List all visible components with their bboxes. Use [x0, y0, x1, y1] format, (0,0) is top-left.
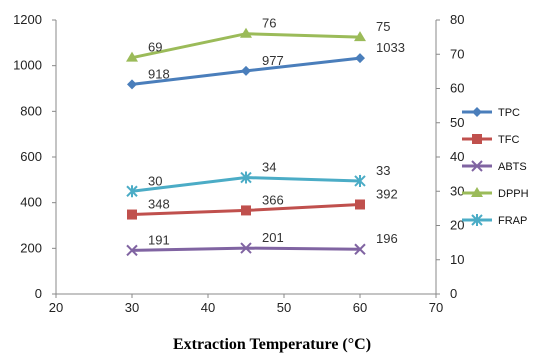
y-right-tick-label: 20 [450, 218, 464, 233]
y-left-tick-label: 1200 [13, 12, 42, 27]
legend-marker-tfc [472, 134, 482, 144]
y-right-tick-label: 80 [450, 12, 464, 27]
x-tick-label: 60 [353, 300, 367, 315]
legend-label-tfc: TFC [498, 134, 519, 146]
y-left-tick-label: 0 [35, 286, 42, 301]
legend-label-abts: ABTS [498, 161, 527, 173]
legend-marker-dpph [471, 187, 483, 197]
y-right-tick-label: 70 [450, 46, 464, 61]
data-label-abts: 196 [376, 231, 398, 246]
y-right-tick-label: 40 [450, 149, 464, 164]
data-label-tpc: 977 [262, 53, 284, 68]
data-point-tfc [127, 209, 137, 220]
data-label-tfc: 392 [376, 186, 398, 201]
x-tick-label: 40 [201, 300, 215, 315]
data-point-dpph [354, 31, 366, 42]
x-tick-label: 50 [277, 300, 291, 315]
legend-label-frap: FRAP [498, 215, 527, 227]
series-layer: 918 977 1033 348 366 392 191 201 196 69 76 75 30 34 33 [126, 16, 405, 257]
x-tick-label: 70 [429, 300, 443, 315]
legend-item-tpc: TPC [462, 107, 520, 119]
x-tick-label: 20 [49, 300, 63, 315]
legend-item-tfc: TFC [462, 134, 519, 146]
data-label-tfc: 348 [148, 197, 170, 212]
series-abts: 191 201 196 [126, 230, 398, 257]
y-left-tick-label: 1000 [13, 58, 42, 73]
data-point-frap [240, 171, 252, 184]
x-axis-label: Extraction Temperature (°C) [173, 336, 371, 353]
data-label-dpph: 75 [376, 19, 390, 34]
x-tick-label: 30 [125, 300, 139, 315]
series-dpph: 69 76 75 [126, 16, 390, 62]
legend-item-frap: FRAP [462, 214, 527, 227]
series-tfc: 348 366 392 [127, 186, 398, 220]
data-point-tfc [241, 205, 251, 216]
data-point-tpc [127, 79, 137, 90]
data-point-tpc [241, 65, 251, 76]
data-point-frap [354, 174, 366, 187]
data-point-tpc [355, 53, 365, 64]
data-label-dpph: 69 [148, 40, 162, 55]
y-right-tick-label: 10 [450, 252, 464, 267]
legend-label-dpph: DPPH [498, 188, 529, 200]
series-frap: 30 34 33 [126, 160, 390, 198]
data-label-frap: 33 [376, 163, 390, 178]
data-label-frap: 34 [262, 160, 276, 175]
y-right-tick-label: 0 [450, 286, 457, 301]
data-point-frap [126, 185, 138, 198]
data-label-abts: 201 [262, 230, 284, 245]
data-point-dpph [126, 51, 138, 62]
data-label-tpc: 1033 [376, 40, 405, 55]
data-point-abts [354, 243, 366, 255]
y-left-tick-label: 200 [20, 240, 42, 255]
data-point-abts [126, 244, 138, 257]
legend-item-dpph: DPPH [462, 187, 529, 200]
legend: TPC TFC ABTS DPPH FRAP [462, 107, 529, 227]
y-left-tick-label: 800 [20, 103, 42, 118]
legend-marker-abts [471, 160, 483, 172]
y-right-tick-label: 30 [450, 183, 464, 198]
legend-marker-frap [471, 214, 483, 226]
legend-item-abts: ABTS [462, 160, 527, 173]
series-tpc: 918 977 1033 [127, 40, 405, 90]
y-right-tick-label: 60 [450, 81, 464, 96]
data-point-abts [240, 242, 252, 254]
axes: 20 30 40 50 60 70 0 200 400 600 800 1000 1200 0 10 20 30… [13, 12, 464, 315]
data-point-tfc [355, 199, 365, 210]
y-left-tick-label: 600 [20, 149, 42, 164]
data-label-tfc: 366 [262, 192, 284, 207]
y-right-tick-label: 50 [450, 115, 464, 130]
data-label-tpc: 918 [148, 66, 170, 81]
legend-marker-tpc [472, 107, 482, 117]
y-left-tick-label: 400 [20, 195, 42, 210]
legend-label-tpc: TPC [498, 107, 520, 119]
data-point-dpph [240, 27, 252, 38]
data-label-abts: 191 [148, 232, 170, 247]
data-label-dpph: 76 [262, 16, 276, 31]
data-label-frap: 30 [148, 173, 162, 188]
